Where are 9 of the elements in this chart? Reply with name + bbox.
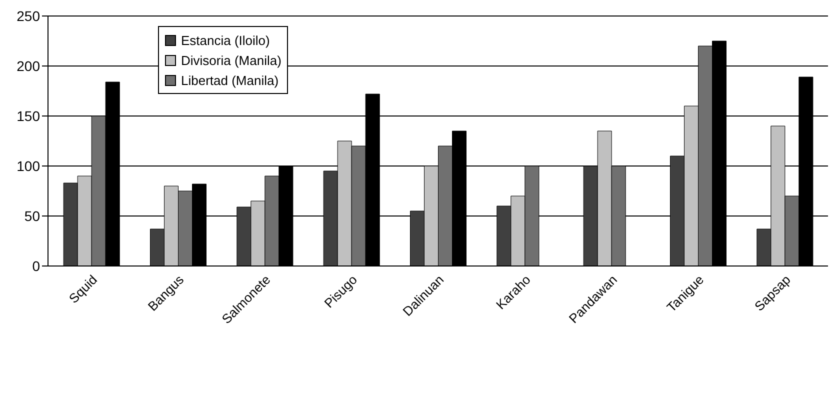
legend-label: Libertad (Manila) — [181, 72, 279, 88]
y-tick-label: 100 — [16, 158, 40, 174]
y-tick-label: 200 — [16, 58, 40, 74]
y-tick-label: 250 — [16, 8, 40, 24]
y-tick-label: 150 — [16, 108, 40, 124]
legend-label: Estancia (Iloilo) — [181, 32, 270, 48]
legend-label: Divisoria (Manila) — [181, 52, 282, 68]
y-tick-label: 0 — [32, 258, 40, 274]
y-tick-label: 50 — [24, 208, 40, 224]
